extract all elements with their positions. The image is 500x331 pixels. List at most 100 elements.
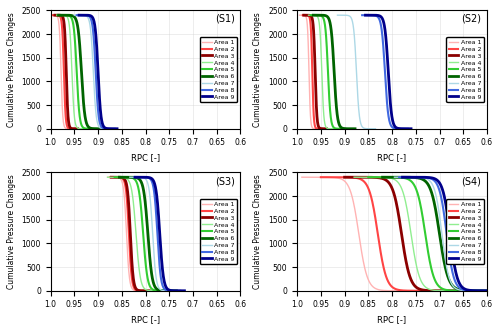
Area 3 — [324, 127, 330, 131]
Text: (S2): (S2) — [462, 14, 481, 24]
Area 6 — [447, 280, 453, 284]
Area 2 — [386, 280, 392, 284]
Area 8 — [491, 289, 497, 293]
Area 6 — [116, 175, 122, 179]
Area 5 — [433, 280, 439, 284]
Area 7 — [369, 127, 375, 131]
Area 7 — [155, 283, 161, 287]
Area 4 — [447, 289, 453, 293]
Area 9 — [100, 121, 105, 125]
Area 4 — [306, 13, 312, 17]
Area 2 — [318, 175, 324, 179]
Area 6 — [164, 289, 170, 293]
Area 3 — [438, 289, 444, 293]
Line: Area 6: Area 6 — [120, 177, 176, 291]
Area 1 — [66, 127, 72, 131]
Area 3 — [342, 175, 347, 179]
Area 1 — [104, 175, 110, 179]
Area 3 — [314, 118, 320, 122]
Area 3 — [131, 280, 137, 284]
Area 4 — [418, 280, 424, 284]
Area 7 — [366, 127, 372, 131]
Area 5 — [462, 289, 468, 293]
Area 4 — [322, 121, 328, 125]
Area 1 — [68, 127, 73, 131]
Area 8 — [160, 283, 166, 287]
Area 5 — [55, 13, 61, 17]
Area 9 — [390, 121, 396, 125]
Area 6 — [335, 118, 341, 122]
Area 8 — [476, 289, 482, 293]
Line: Area 1: Area 1 — [300, 15, 318, 129]
Area 7 — [94, 118, 100, 122]
Area 1 — [300, 175, 306, 179]
Area 2 — [300, 13, 306, 17]
Line: Area 8: Area 8 — [76, 15, 114, 129]
Area 9 — [108, 127, 114, 131]
Area 7 — [104, 127, 110, 131]
Area 6 — [152, 283, 158, 287]
Area 4 — [54, 13, 60, 17]
Area 1 — [104, 175, 110, 179]
Area 4 — [152, 289, 158, 293]
Area 3 — [72, 127, 78, 131]
Area 8 — [132, 175, 138, 179]
Area 9 — [177, 289, 183, 293]
Line: Area 8: Area 8 — [399, 177, 494, 291]
Area 1 — [46, 13, 52, 17]
Area 9 — [486, 289, 492, 293]
Area 2 — [130, 280, 136, 284]
Area 9 — [480, 289, 486, 293]
Area 8 — [158, 280, 164, 284]
Area 4 — [84, 127, 90, 131]
X-axis label: RPC [-]: RPC [-] — [378, 153, 406, 162]
Area 2 — [130, 280, 136, 284]
Area 4 — [138, 280, 144, 284]
Area 7 — [127, 175, 133, 179]
Area 5 — [339, 127, 345, 131]
Area 4 — [454, 289, 460, 293]
Area 9 — [390, 118, 396, 122]
Area 1 — [413, 289, 419, 293]
Area 8 — [396, 175, 402, 179]
Area 1 — [308, 118, 314, 122]
Area 2 — [319, 127, 325, 131]
Area 8 — [396, 175, 402, 179]
Area 6 — [101, 127, 107, 131]
Area 6 — [450, 283, 456, 287]
Area 9 — [98, 118, 104, 122]
Area 5 — [112, 175, 118, 179]
Area 1 — [395, 289, 401, 293]
Area 5 — [146, 280, 152, 284]
Area 7 — [72, 13, 78, 17]
Area 8 — [360, 13, 366, 17]
Line: Area 8: Area 8 — [134, 177, 180, 291]
Area 2 — [317, 127, 323, 131]
Area 7 — [478, 289, 484, 293]
Area 4 — [322, 118, 328, 122]
Area 8 — [404, 127, 410, 131]
Text: (S3): (S3) — [215, 176, 235, 186]
Area 2 — [414, 289, 420, 293]
Area 7 — [154, 280, 160, 284]
Area 4 — [322, 118, 328, 122]
Area 6 — [310, 13, 316, 17]
Area 9 — [162, 280, 168, 284]
Area 3 — [301, 13, 307, 17]
Area 9 — [110, 127, 116, 131]
Area 6 — [448, 280, 454, 284]
Line: Area 6: Area 6 — [382, 177, 496, 291]
Area 2 — [139, 289, 145, 293]
Area 9 — [390, 118, 396, 122]
Area 3 — [131, 280, 137, 284]
Area 9 — [362, 13, 368, 17]
Area 2 — [68, 127, 74, 131]
Area 9 — [401, 127, 407, 131]
Area 4 — [72, 118, 78, 122]
Area 2 — [107, 175, 113, 179]
Area 2 — [421, 289, 427, 293]
Area 5 — [366, 175, 372, 179]
Line: Area 2: Area 2 — [110, 177, 148, 291]
Area 1 — [296, 13, 302, 17]
Area 3 — [412, 283, 418, 287]
